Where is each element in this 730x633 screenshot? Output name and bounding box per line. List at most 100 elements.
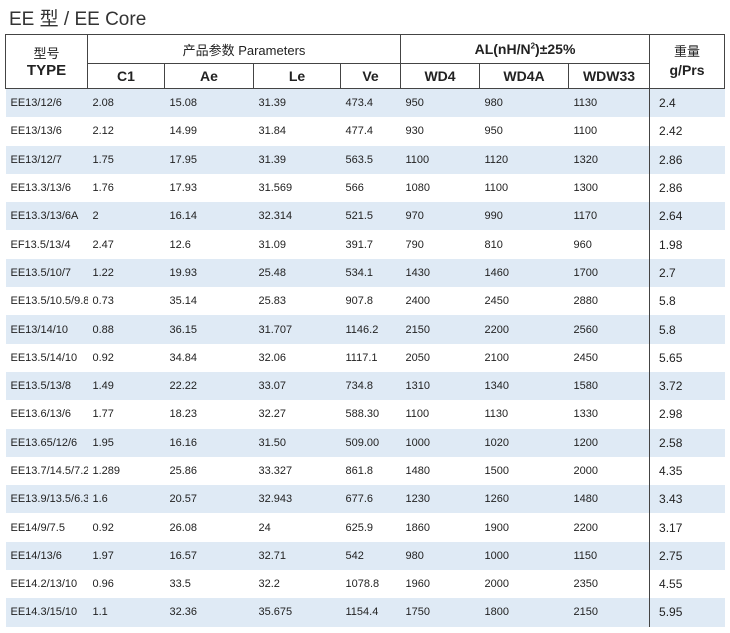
cell-ve: 534.1 (340, 258, 401, 288)
cell-type: EE14/13/6 (5, 541, 88, 571)
cell-wd4a: 2200 (479, 315, 569, 344)
cell-ae: 32.36 (164, 598, 254, 627)
table-row: EF13.5/13/4 2.47 12.6 31.09 391.7 790 810 960 1.… (6, 230, 725, 259)
cell-wdw33: 1100 (573, 125, 598, 138)
cell-ve: 473.4 (340, 88, 401, 118)
cell-wdw33: 1320 (568, 145, 650, 174)
cell-type: EE13.9/13.5/6.3 (5, 485, 88, 514)
type-header-cn: 型号 (33, 45, 60, 61)
cell-wd4a: 1130 (484, 408, 509, 421)
col-header-wd4a: WD4A (479, 63, 569, 89)
cell-le: 31.84 (258, 125, 287, 138)
cell-type: EE13.3/13/6 (10, 182, 72, 195)
cell-type: EE13/14/10 (5, 315, 88, 344)
cell-ve: 734.8 (340, 371, 401, 401)
cell-ve: 521.5 (340, 202, 401, 231)
cell-ve: 477.4 (345, 125, 374, 138)
cell-ae: 33.5 (169, 578, 191, 591)
cell-weight: 4.55 (649, 570, 725, 599)
cell-type: EE13.7/14.5/7.2 (10, 465, 88, 477)
cell-c1: 2.47 (92, 238, 114, 251)
cell-wd4a: 1000 (479, 541, 569, 571)
table-row: EE13.65/12/6 1.95 16.16 31.50 509.00 1000 1020… (5, 428, 725, 457)
cell-le: 32.27 (258, 408, 287, 421)
table-row: EE14.2/13/10 0.96 33.5 32.2 1078.8 1960 2000 23… (6, 570, 725, 599)
table-row: EE13/12/6 2.08 15.08 31.39 473.4 950 980 1130 2.… (5, 88, 725, 118)
al-header-label: AL(nH/N (474, 41, 531, 57)
cell-le: 31.39 (253, 88, 341, 118)
cell-c1: 1.75 (87, 145, 165, 174)
table-body: EE13/12/6 2.08 15.08 31.39 473.4 950 980 1130 2.… (5, 88, 725, 627)
cell-type: EE13.6/13/6 (10, 408, 72, 421)
cell-ve: 1117.1 (345, 351, 378, 364)
cell-type: EE14/9/7.5 (10, 521, 65, 534)
table-row: EE13.6/13/6 1.77 18.23 32.27 588.30 1100 1130 1… (6, 400, 725, 429)
cell-c1: 1.97 (87, 541, 165, 571)
cell-ae: 26.08 (169, 521, 198, 534)
cell-ae: 12.6 (169, 238, 191, 251)
cell-ae: 36.15 (164, 315, 254, 344)
cell-wd4: 2050 (405, 351, 430, 364)
cell-wdw33: 2200 (573, 521, 598, 534)
cell-c1: 1.95 (87, 428, 165, 457)
table-row: EE14/13/6 1.97 16.57 32.71 542 980 1000 1150 2.7… (5, 541, 725, 571)
cell-wd4a: 1800 (479, 598, 569, 627)
cell-ae: 22.22 (164, 371, 254, 401)
al-header-sup: 2 (530, 41, 536, 51)
cell-weight: 1.98 (649, 230, 725, 259)
cell-type: EE13/13/6 (10, 125, 62, 138)
cell-le: 31.50 (253, 428, 341, 457)
cell-ae: 34.84 (169, 351, 198, 364)
table-row: EE13.3/13/6A 2 16.14 32.314 521.5 970 990 1170 2… (5, 202, 725, 231)
cell-weight: 3.43 (649, 485, 725, 514)
cell-wd4: 970 (400, 202, 480, 231)
params-header: 产品参数 Parameters (87, 34, 401, 64)
cell-weight: 2.7 (649, 258, 725, 288)
cell-le: 25.48 (253, 258, 341, 288)
col-header-c1: C1 (87, 63, 165, 89)
cell-c1: 2 (87, 202, 165, 231)
cell-le: 31.569 (258, 182, 293, 195)
cell-ve: 566 (345, 182, 364, 195)
cell-le: 24 (258, 521, 271, 534)
weight-header: 重量 g/Prs (649, 34, 726, 89)
table-row: EE13.5/14/10 0.92 34.84 32.06 1117.1 2050 2100… (6, 343, 725, 372)
cell-wdw33: 1330 (573, 408, 598, 421)
cell-wdw33: 1150 (568, 541, 650, 571)
cell-ae: 15.08 (164, 88, 254, 118)
col-header-le: Le (253, 63, 341, 89)
cell-wdw33: 1480 (568, 485, 650, 514)
cell-c1: 1.77 (92, 408, 114, 421)
cell-ae: 35.14 (169, 295, 198, 308)
cell-wd4a: 1120 (479, 145, 569, 174)
cell-ve: 677.6 (340, 485, 401, 514)
cell-ae: 17.93 (169, 182, 198, 195)
cell-wdw33: 2150 (568, 598, 650, 627)
cell-weight: 2.98 (649, 400, 725, 429)
cell-ve: 563.5 (340, 145, 401, 174)
cell-wd4: 1750 (400, 598, 480, 627)
cell-ae: 16.14 (164, 202, 254, 231)
cell-wdw33: 2350 (573, 578, 598, 591)
cell-wd4: 1100 (400, 145, 480, 174)
table-row: EE13.7/14.5/7.2 1.289 25.86 33.327 861.8 1480… (6, 456, 725, 486)
cell-wd4a: 950 (484, 125, 503, 138)
cell-c1: 2.08 (87, 88, 165, 118)
ee-core-spec-table: 型号 TYPE 产品参数 Parameters AL(nH/N2)±25% 重量… (5, 34, 726, 627)
cell-ae: 14.99 (169, 125, 198, 138)
weight-header-cn: 重量 (674, 44, 701, 59)
cell-wd4a: 1340 (479, 371, 569, 401)
cell-type: EE13.3/13/6A (5, 202, 88, 231)
cell-wd4: 1480 (405, 465, 430, 477)
cell-weight: 2.58 (649, 428, 725, 457)
cell-weight: 2.86 (649, 173, 725, 203)
cell-le: 35.675 (253, 598, 341, 627)
cell-wd4: 1310 (400, 371, 480, 401)
cell-ve: 542 (340, 541, 401, 571)
cell-c1: 0.92 (92, 351, 114, 364)
cell-weight: 2.64 (649, 202, 725, 231)
cell-ve: 1078.8 (345, 578, 380, 591)
cell-type: EF13.5/13/4 (10, 238, 71, 251)
cell-le: 33.07 (253, 371, 341, 401)
cell-weight: 5.8 (649, 287, 725, 316)
